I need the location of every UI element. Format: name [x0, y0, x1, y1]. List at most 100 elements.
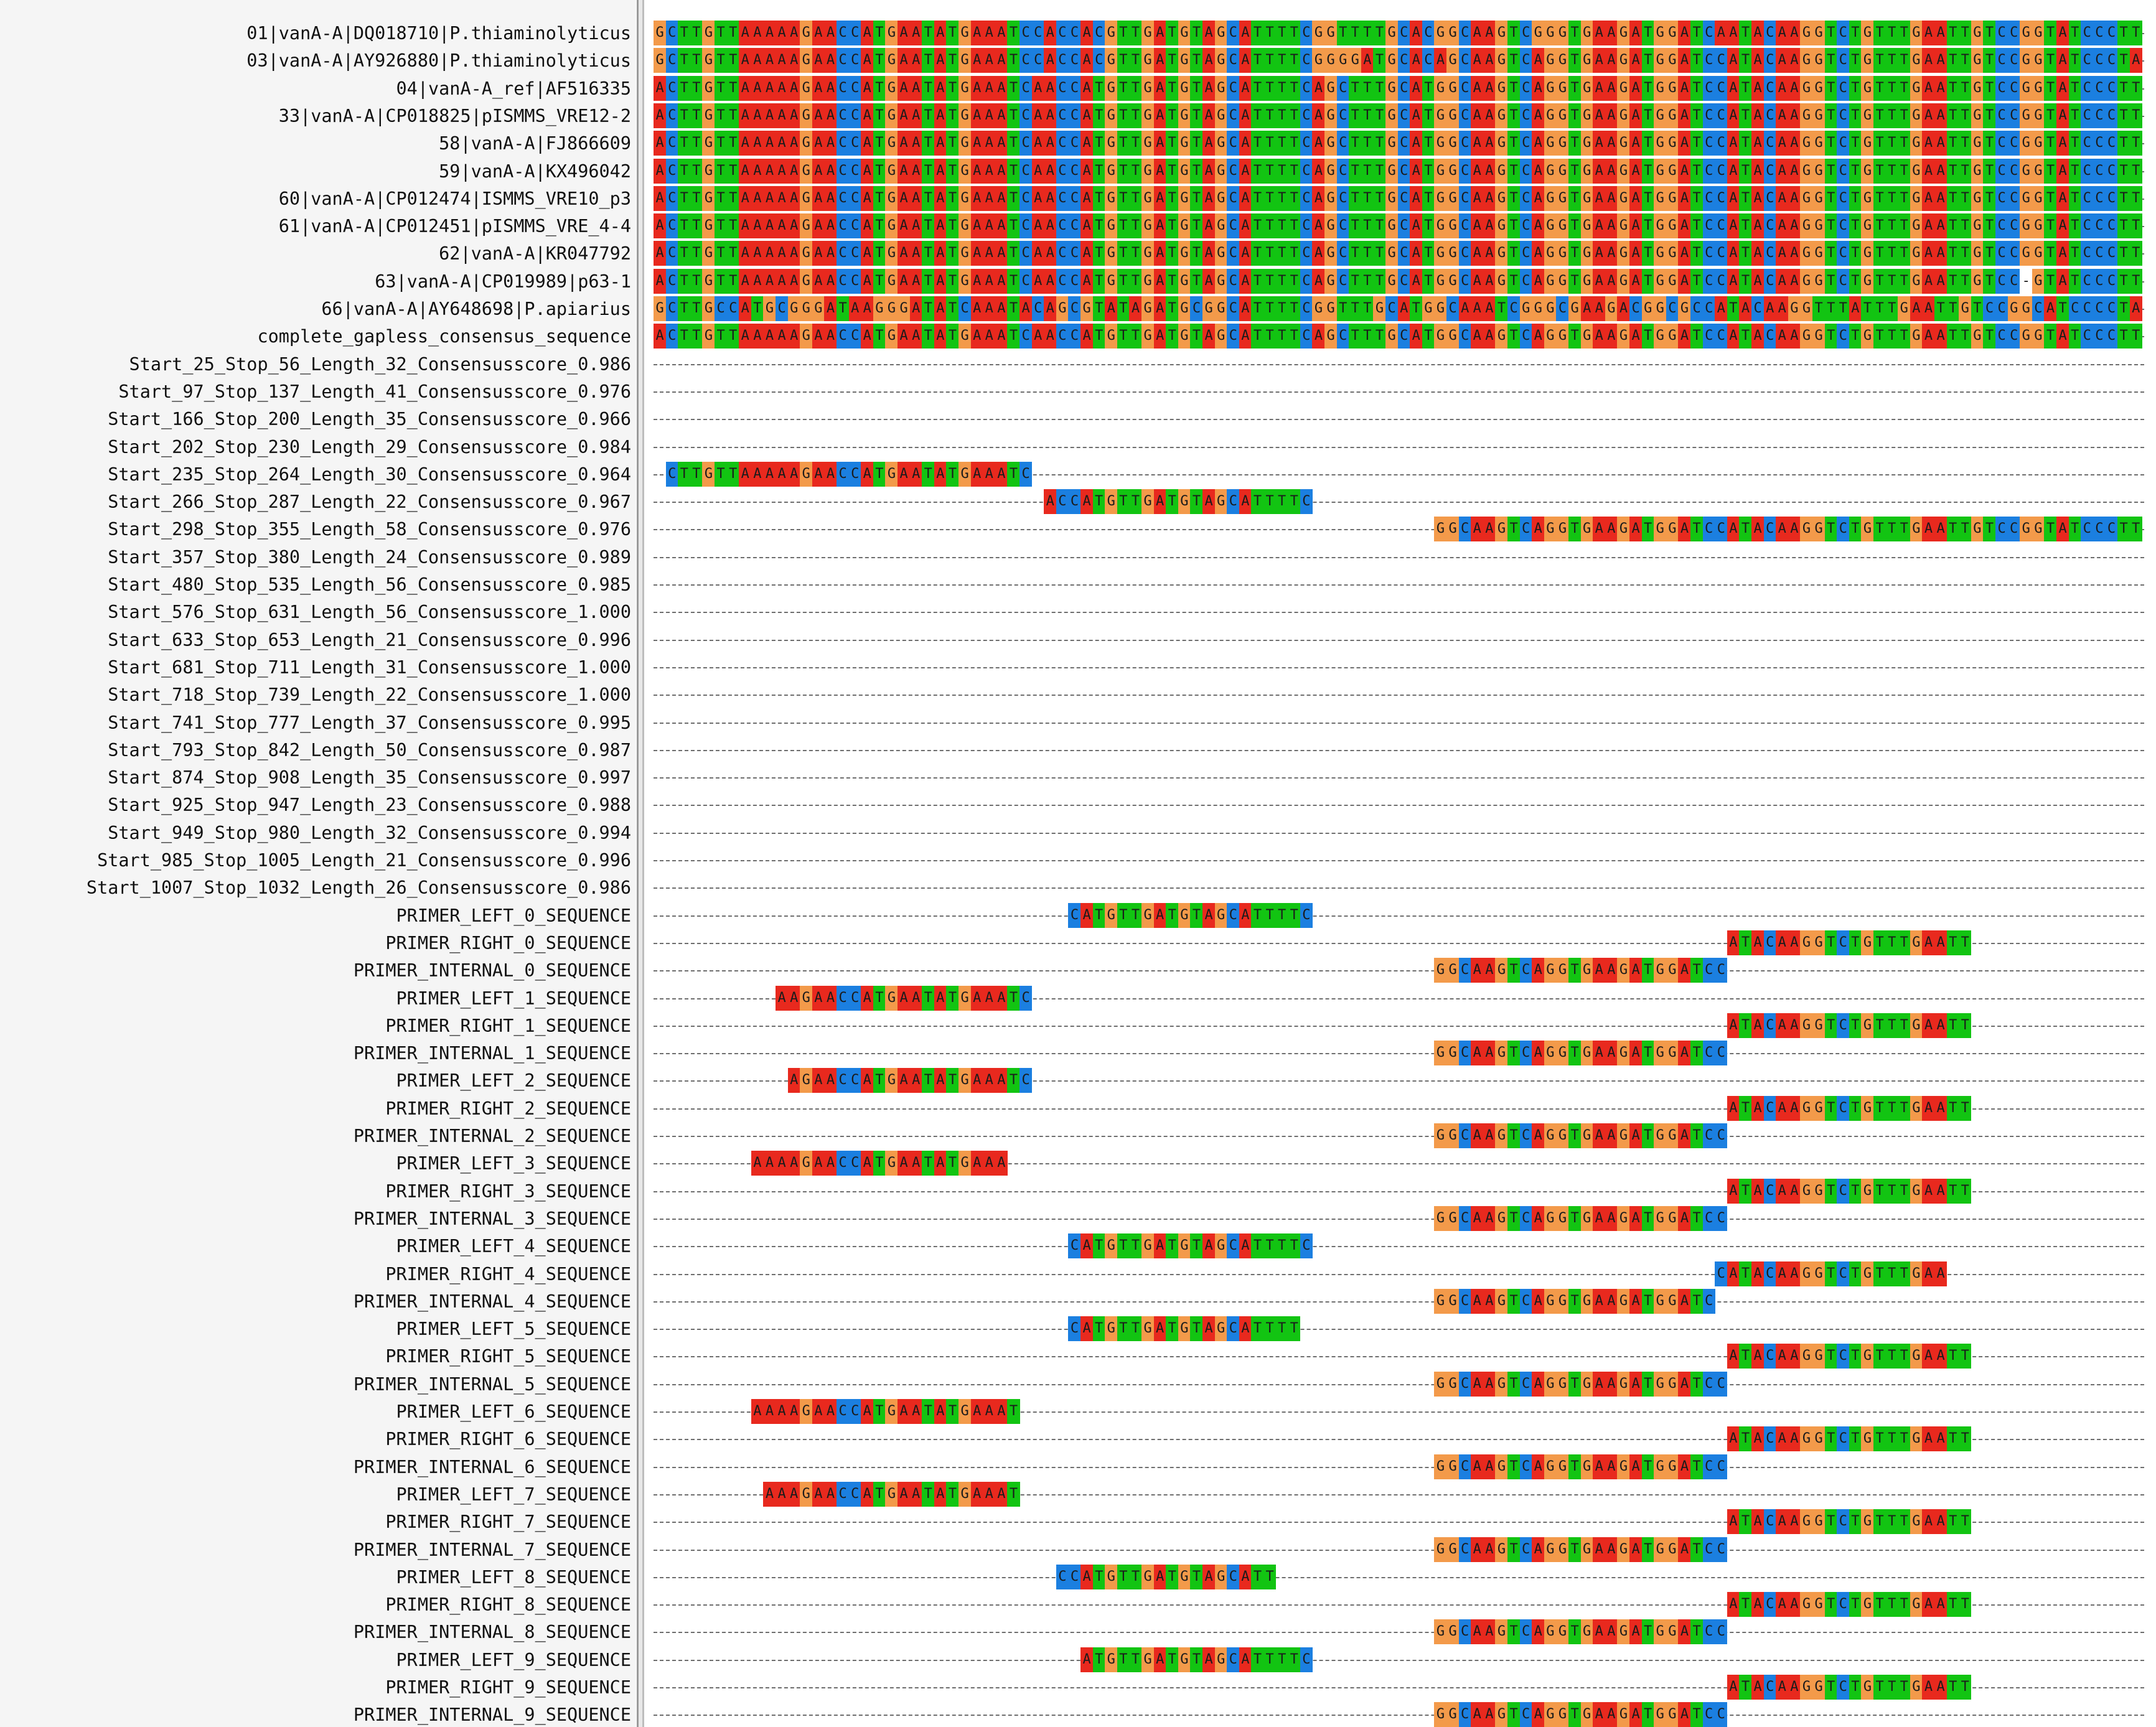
sequence-name-label[interactable]: PRIMER_RIGHT_1_SEQUENCE — [385, 1015, 631, 1036]
sequence-name-label[interactable]: Start_97_Stop_137_Length_41_Consensussco… — [118, 381, 631, 402]
sequence-name-label[interactable]: Start_1007_Stop_1032_Length_26_Consensus… — [86, 878, 631, 899]
sequence-name-label[interactable]: PRIMER_INTERNAL_0_SEQUENCE — [353, 960, 631, 981]
sequence-name-label[interactable]: PRIMER_INTERNAL_7_SEQUENCE — [353, 1539, 631, 1560]
sequence-name-label[interactable]: Start_874_Stop_908_Length_35_Consensussc… — [108, 767, 631, 789]
sequence-name-label[interactable]: Start_681_Stop_711_Length_31_Consensussc… — [108, 657, 631, 678]
sequence-name-label[interactable]: PRIMER_RIGHT_3_SEQUENCE — [385, 1181, 631, 1202]
sequence-name-label[interactable]: 03|vanA-A|AY926880|P.thiaminolyticus — [246, 50, 631, 72]
sequence-name-label[interactable]: PRIMER_RIGHT_0_SEQUENCE — [385, 932, 631, 953]
alignment-row[interactable] — [647, 820, 2156, 847]
alignment-row[interactable] — [647, 406, 2156, 433]
sequence-name-label[interactable]: Start_266_Stop_287_Length_22_Consensussc… — [108, 492, 631, 513]
sequence-name-label[interactable]: Start_925_Stop_947_Length_23_Consensussc… — [108, 795, 631, 816]
alignment-row[interactable] — [647, 681, 2156, 709]
sequence-name-label[interactable]: PRIMER_LEFT_4_SEQUENCE — [396, 1236, 632, 1257]
sequence-name-label[interactable]: PRIMER_LEFT_5_SEQUENCE — [396, 1319, 632, 1340]
sequence-name-label[interactable]: PRIMER_RIGHT_8_SEQUENCE — [385, 1594, 631, 1616]
sequence-name-label[interactable]: 61|vanA-A|CP012451|pISMMS_VRE_4-4 — [278, 216, 631, 237]
sequence-name-label[interactable]: PRIMER_LEFT_3_SEQUENCE — [396, 1153, 632, 1174]
sequence-name-label[interactable]: PRIMER_LEFT_2_SEQUENCE — [396, 1070, 632, 1092]
sequence-name-label[interactable]: PRIMER_LEFT_8_SEQUENCE — [396, 1566, 632, 1588]
alignment-row[interactable] — [647, 599, 2156, 626]
sequence-name-label[interactable]: PRIMER_LEFT_6_SEQUENCE — [396, 1402, 632, 1422]
alignment-row[interactable] — [647, 764, 2156, 792]
sequence-name-label[interactable]: 04|vanA-A_ref|AF516335 — [396, 78, 632, 99]
sequence-name-label[interactable]: PRIMER_INTERNAL_3_SEQUENCE — [353, 1208, 631, 1229]
sequence-name-label[interactable]: PRIMER_INTERNAL_2_SEQUENCE — [353, 1126, 631, 1146]
sequence-name-label[interactable]: PRIMER_RIGHT_9_SEQUENCE — [385, 1677, 631, 1698]
sequence-name-label[interactable]: Start_25_Stop_56_Length_32_Consensusscor… — [129, 353, 631, 375]
sequence-name-label[interactable]: PRIMER_RIGHT_6_SEQUENCE — [385, 1429, 631, 1450]
sequence-name-label[interactable]: Start_949_Stop_980_Length_32_Consensussc… — [108, 822, 631, 843]
sequence-name-label[interactable]: complete_gapless_consensus_sequence — [257, 326, 631, 347]
sequence-name-label[interactable]: Start_718_Stop_739_Length_22_Consensussc… — [108, 685, 631, 706]
sequence-name-label[interactable]: Start_202_Stop_230_Length_29_Consensussc… — [108, 436, 631, 457]
sequence-name-label[interactable]: PRIMER_INTERNAL_9_SEQUENCE — [353, 1705, 631, 1726]
alignment-row[interactable] — [647, 737, 2156, 764]
sequence-name-label[interactable]: PRIMER_INTERNAL_5_SEQUENCE — [353, 1374, 631, 1395]
sequence-name-label[interactable]: Start_480_Stop_535_Length_56_Consensussc… — [108, 574, 631, 595]
sequence-name-label[interactable]: Start_793_Stop_842_Length_50_Consensussc… — [108, 739, 631, 761]
sequence-name-label[interactable]: Start_576_Stop_631_Length_56_Consensussc… — [108, 602, 631, 623]
sequence-name-label[interactable]: 66|vanA-A|AY648698|P.apiarius — [321, 299, 631, 319]
alignment-row[interactable] — [647, 351, 2156, 378]
sequence-name-label[interactable]: 62|vanA-A|KR047792 — [439, 243, 631, 264]
sequence-name-label[interactable]: Start_741_Stop_777_Length_37_Consensussc… — [108, 712, 631, 733]
sequence-name-label[interactable]: 59|vanA-A|KX496042 — [439, 161, 631, 182]
sequence-name-label[interactable]: Start_985_Stop_1005_Length_21_Consensuss… — [97, 850, 631, 871]
alignment-row[interactable] — [647, 434, 2156, 461]
alignment-row[interactable] — [647, 847, 2156, 874]
panel-splitter[interactable] — [637, 0, 644, 1727]
sequence-name-label[interactable]: Start_633_Stop_653_Length_21_Consensussc… — [108, 629, 631, 650]
sequence-name-label[interactable]: PRIMER_LEFT_1_SEQUENCE — [396, 988, 632, 1009]
sequence-name-label[interactable]: PRIMER_RIGHT_7_SEQUENCE — [385, 1512, 631, 1533]
sequence-name-label[interactable]: Start_357_Stop_380_Length_24_Consensussc… — [108, 546, 631, 568]
sequence-name-label[interactable]: 58|vanA-A|FJ866609 — [439, 133, 631, 154]
sequence-name-label[interactable]: PRIMER_LEFT_0_SEQUENCE — [396, 905, 632, 926]
sequence-name-label[interactable]: 60|vanA-A|CP012474|ISMMS_VRE10_p3 — [278, 188, 631, 209]
alignment-row[interactable] — [647, 654, 2156, 681]
sequence-name-label[interactable]: PRIMER_LEFT_9_SEQUENCE — [396, 1649, 632, 1670]
alignment-row[interactable] — [647, 792, 2156, 819]
alignment-row[interactable] — [647, 709, 2156, 737]
